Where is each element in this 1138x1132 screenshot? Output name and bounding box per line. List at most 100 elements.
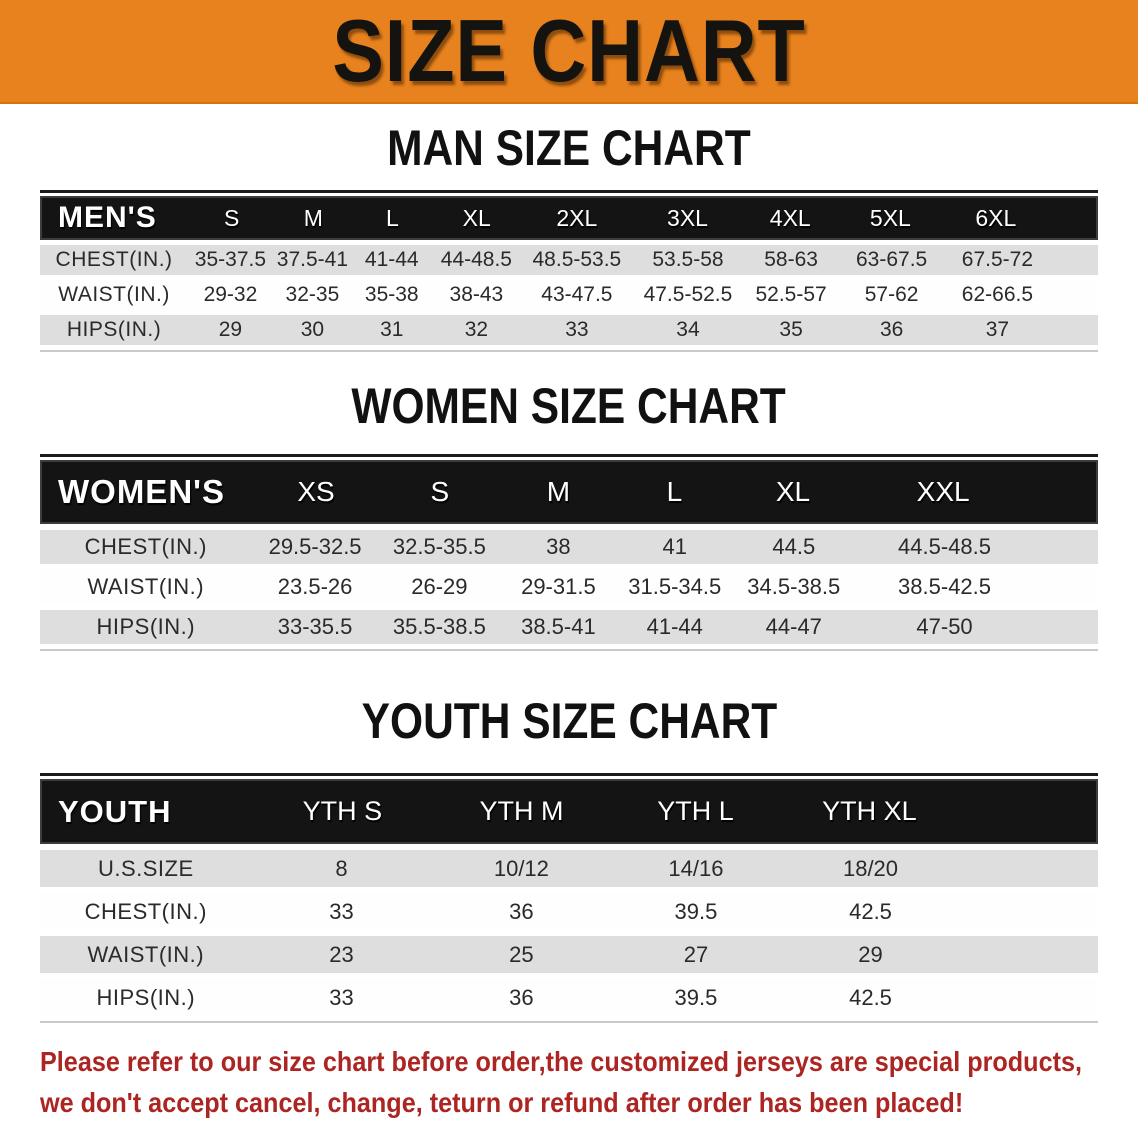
size-value-cell: 37.5-41 <box>276 248 349 271</box>
women-size-table: WOMEN'S XS S M L XL XXL CHEST(IN.) 29.5-… <box>40 454 1098 651</box>
size-value-cell: 23.5-26 <box>277 574 353 599</box>
men-size-header: L <box>386 204 399 231</box>
size-value-cell: 34.5-38.5 <box>747 574 841 599</box>
youth-section-title: YOUTH SIZE CHART <box>0 693 1138 749</box>
row-label: CHEST(IN.) <box>84 534 207 559</box>
size-value-cell: 25 <box>509 941 534 967</box>
size-value-cell: 47.5-52.5 <box>643 283 733 306</box>
size-value-cell: 32-35 <box>285 283 340 306</box>
disclaimer-line-1: Please refer to our size chart before or… <box>40 1046 1083 1077</box>
size-value-cell: 31.5-34.5 <box>628 574 722 599</box>
row-label: HIPS(IN.) <box>96 984 196 1010</box>
men-section-title-text: MAN SIZE CHART <box>387 120 751 176</box>
size-value-cell: 38-43 <box>449 283 504 306</box>
youth-size-header: YTH XL <box>822 796 917 826</box>
size-value-cell: 27 <box>683 941 709 967</box>
size-value-cell: 36 <box>879 318 904 341</box>
men-size-header: S <box>224 204 240 231</box>
size-value-cell: 14/16 <box>668 855 724 881</box>
women-size-header: L <box>666 476 683 507</box>
size-value-cell: 35-37.5 <box>194 248 267 271</box>
men-size-header: 5XL <box>869 204 911 231</box>
row-label: U.S.SIZE <box>97 855 194 881</box>
women-size-header: XXL <box>916 476 970 507</box>
banner: SIZE CHART <box>0 0 1138 104</box>
youth-row-ussize: U.S.SIZE 8 10/12 14/16 18/20 <box>40 850 1098 887</box>
size-value-cell: 57-62 <box>864 283 919 306</box>
size-value-cell: 33 <box>565 318 589 341</box>
size-value-cell: 33 <box>329 898 354 924</box>
size-value-cell: 32.5-35.5 <box>392 534 486 559</box>
size-value-cell: 18/20 <box>842 855 899 881</box>
size-value-cell: 48.5-53.5 <box>532 248 622 271</box>
men-header-band: MEN'S S M L XL 2XL 3XL 4XL 5XL 6XL <box>40 196 1098 240</box>
disclaimer: Please refer to our size chart before or… <box>0 1041 1138 1123</box>
youth-size-table: YOUTH YTH S YTH M YTH L YTH XL U.S.SIZE … <box>40 773 1098 1023</box>
size-value-cell: 44-48.5 <box>440 248 512 271</box>
youth-header-band: YOUTH YTH S YTH M YTH L YTH XL <box>40 779 1098 844</box>
size-value-cell: 8 <box>335 855 348 881</box>
men-size-header: 3XL <box>667 204 708 231</box>
size-value-cell: 31 <box>380 318 404 341</box>
women-size-header: XS <box>297 476 335 507</box>
size-value-cell: 38 <box>546 534 571 559</box>
row-label: HIPS(IN.) <box>96 614 196 639</box>
youth-size-header: YTH M <box>479 796 564 826</box>
size-value-cell: 42.5 <box>849 898 892 924</box>
size-value-cell: 63-67.5 <box>856 248 928 271</box>
women-section-title: WOMEN SIZE CHART <box>0 378 1138 434</box>
men-row-waist: WAIST(IN.) 29-32 32-35 35-38 38-43 43-47… <box>40 280 1098 310</box>
size-value-cell: 33-35.5 <box>277 614 353 639</box>
youth-section-title-text: YOUTH SIZE CHART <box>361 693 777 749</box>
size-value-cell: 33 <box>329 984 354 1010</box>
size-value-cell: 38.5-41 <box>521 614 596 639</box>
row-label: CHEST(IN.) <box>55 248 173 271</box>
size-value-cell: 29-32 <box>203 283 258 306</box>
size-value-cell: 38.5-42.5 <box>898 574 992 599</box>
size-value-cell: 29 <box>858 941 883 967</box>
row-label: CHEST(IN.) <box>84 898 207 924</box>
size-value-cell: 35 <box>779 318 803 341</box>
youth-size-header: YTH S <box>302 796 383 826</box>
size-value-cell: 30 <box>300 318 325 341</box>
size-value-cell: 36 <box>509 898 534 924</box>
size-value-cell: 44-47 <box>765 614 822 639</box>
size-value-cell: 29-31.5 <box>521 574 596 599</box>
row-label: WAIST(IN.) <box>58 283 170 306</box>
men-section-title: MAN SIZE CHART <box>0 120 1138 176</box>
size-value-cell: 37 <box>985 318 1010 341</box>
women-row-chest: CHEST(IN.) 29.5-32.5 32.5-35.5 38 41 44.… <box>40 530 1098 564</box>
size-value-cell: 26-29 <box>411 574 468 599</box>
youth-table-label: YOUTH <box>58 793 172 829</box>
men-size-header: 6XL <box>975 204 1017 231</box>
banner-title: SIZE CHART <box>332 1 806 100</box>
size-value-cell: 32 <box>464 318 489 341</box>
men-size-header: M <box>303 204 323 231</box>
men-row-chest: CHEST(IN.) 35-37.5 37.5-41 41-44 44-48.5… <box>40 245 1098 275</box>
size-value-cell: 34 <box>676 318 700 341</box>
size-value-cell: 41-44 <box>646 614 703 639</box>
size-value-cell: 29.5-32.5 <box>268 534 362 559</box>
women-section-title-text: WOMEN SIZE CHART <box>351 378 787 434</box>
size-value-cell: 62-66.5 <box>961 283 1034 306</box>
women-size-header: S <box>430 476 450 507</box>
size-value-cell: 67.5-72 <box>961 248 1034 271</box>
men-size-header: XL <box>462 204 491 231</box>
size-value-cell: 35.5-38.5 <box>392 614 486 639</box>
men-table-label: MEN'S <box>58 201 157 234</box>
size-value-cell: 58-63 <box>764 248 818 271</box>
men-size-header: 2XL <box>556 204 598 231</box>
size-value-cell: 39.5 <box>674 898 718 924</box>
youth-row-waist: WAIST(IN.) 23 25 27 29 <box>40 936 1098 973</box>
size-value-cell: 44.5-48.5 <box>898 534 992 559</box>
size-value-cell: 36 <box>509 984 534 1010</box>
row-label: WAIST(IN.) <box>87 941 205 967</box>
size-value-cell: 53.5-58 <box>652 248 724 271</box>
men-size-table: MEN'S S M L XL 2XL 3XL 4XL 5XL 6XL CHEST… <box>40 190 1098 352</box>
women-header-band: WOMEN'S XS S M L XL XXL <box>40 460 1098 524</box>
women-size-header: M <box>546 476 571 507</box>
size-value-cell: 42.5 <box>849 984 892 1010</box>
row-label: WAIST(IN.) <box>87 574 205 599</box>
men-size-header: 4XL <box>769 204 811 231</box>
